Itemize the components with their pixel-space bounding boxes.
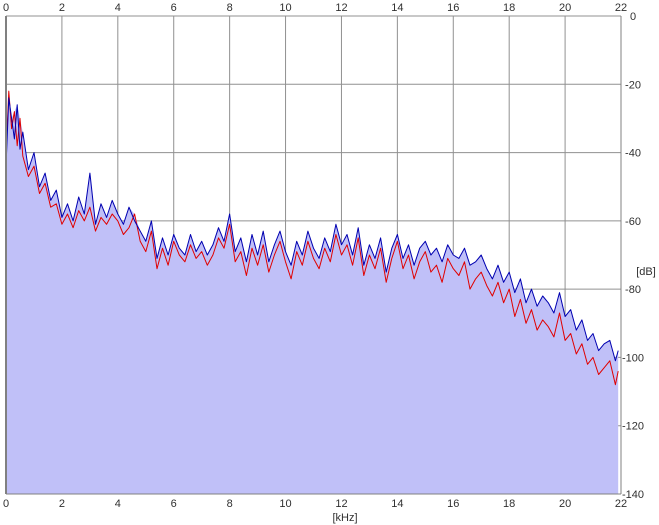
x-tick-label: 4 bbox=[115, 498, 121, 510]
y-tick-label: -80 bbox=[625, 284, 641, 296]
x-tick-label: 18 bbox=[503, 498, 515, 510]
x-tick-label-top: 0 bbox=[3, 2, 9, 14]
series-lines bbox=[5, 90, 619, 386]
x-tick-label-top: 8 bbox=[227, 2, 233, 14]
x-tick-label: 6 bbox=[171, 498, 177, 510]
x-tick-label: 14 bbox=[391, 498, 403, 510]
spectrum-fill-area bbox=[6, 91, 619, 494]
y-tick-label: -20 bbox=[625, 79, 641, 91]
y-tick-label: -40 bbox=[625, 148, 641, 160]
y-tick-label: 0 bbox=[630, 11, 636, 23]
x-tick-label: 2 bbox=[59, 498, 65, 510]
y-tick-label: -100 bbox=[622, 352, 644, 364]
series-line-2 bbox=[5, 97, 619, 362]
y-axis-label: [dB] bbox=[636, 266, 656, 278]
x-tick-label-top: 10 bbox=[279, 2, 291, 14]
spectrum-fill bbox=[6, 91, 619, 494]
axes bbox=[5, 16, 622, 495]
x-tick-label-top: 4 bbox=[115, 2, 121, 14]
x-tick-label-top: 2 bbox=[59, 2, 65, 14]
x-tick-label: 0 bbox=[3, 498, 9, 510]
x-tick-label-top: 18 bbox=[503, 2, 515, 14]
x-tick-label-top: 22 bbox=[615, 2, 627, 14]
y-tick-label: -120 bbox=[622, 421, 644, 433]
y-tick-label: -60 bbox=[625, 216, 641, 228]
x-tick-label-top: 12 bbox=[335, 2, 347, 14]
x-axis-label: [kHz] bbox=[332, 512, 357, 524]
x-tick-label: 16 bbox=[447, 498, 459, 510]
x-tick-label-top: 16 bbox=[447, 2, 459, 14]
x-tick-label: 8 bbox=[227, 498, 233, 510]
x-tick-label-top: 6 bbox=[171, 2, 177, 14]
x-tick-label: 20 bbox=[559, 498, 571, 510]
x-tick-label: 12 bbox=[335, 498, 347, 510]
x-tick-label-top: 14 bbox=[391, 2, 403, 14]
series-line-1 bbox=[5, 90, 619, 386]
x-tick-label: 22 bbox=[615, 498, 627, 510]
y-tick-label: -140 bbox=[622, 489, 644, 501]
x-tick-label-top: 20 bbox=[559, 2, 571, 14]
x-tick-label: 10 bbox=[279, 498, 291, 510]
y-tick-labels: 0 -20 -40 -60 -80 -100 -120 -140 bbox=[622, 11, 644, 501]
